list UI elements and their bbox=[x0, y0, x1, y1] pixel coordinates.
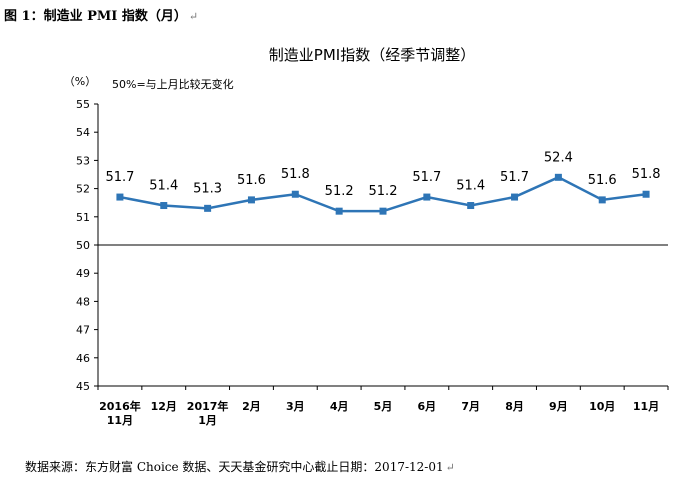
data-point bbox=[204, 204, 212, 212]
data-point bbox=[291, 190, 299, 198]
y-tick-label: 45 bbox=[76, 380, 90, 393]
data-label: 51.2 bbox=[369, 184, 398, 199]
data-point bbox=[467, 202, 475, 210]
y-tick-label: 51 bbox=[76, 211, 90, 224]
data-point bbox=[598, 196, 606, 204]
y-tick-label: 54 bbox=[76, 126, 90, 139]
data-point bbox=[379, 207, 387, 215]
x-tick-label: 2016年 11月 bbox=[99, 399, 141, 427]
x-tick-label: 2月 bbox=[242, 400, 261, 413]
data-label: 51.7 bbox=[412, 170, 441, 185]
y-tick-label: 50 bbox=[76, 239, 90, 252]
x-tick-label: 3月 bbox=[286, 400, 305, 413]
data-label: 51.7 bbox=[500, 170, 529, 185]
x-tick-label: 7月 bbox=[461, 400, 480, 413]
x-tick-label: 10月 bbox=[589, 400, 615, 413]
x-tick-label: 9月 bbox=[549, 400, 568, 413]
data-point bbox=[247, 196, 255, 204]
data-point bbox=[642, 190, 650, 198]
y-tick-label: 53 bbox=[76, 154, 90, 167]
x-tick-label: 2017年 1月 bbox=[187, 399, 229, 427]
data-label: 51.6 bbox=[588, 173, 617, 188]
y-axis-label: （%） bbox=[64, 75, 96, 88]
data-label: 52.4 bbox=[544, 150, 573, 165]
figure-caption: 图 1：制造业 PMI 指数（月） ↵ bbox=[4, 9, 199, 24]
data-label: 51.7 bbox=[105, 170, 134, 185]
y-tick-label: 52 bbox=[76, 183, 90, 196]
chart-annotation: 50%=与上月比较无变化 bbox=[112, 77, 234, 91]
y-tick-label: 55 bbox=[76, 98, 90, 111]
x-tick-label: 5月 bbox=[374, 400, 393, 413]
data-point bbox=[160, 202, 168, 210]
x-tick-label: 11月 bbox=[633, 400, 659, 413]
paragraph-mark: ↵ bbox=[188, 10, 199, 23]
y-tick-label: 49 bbox=[76, 267, 90, 280]
chart-title: 制造业PMI指数（经季节调整） bbox=[269, 46, 475, 64]
data-label: 51.3 bbox=[193, 181, 222, 196]
y-tick-label: 46 bbox=[76, 352, 90, 365]
data-point bbox=[116, 193, 124, 201]
data-label: 51.4 bbox=[149, 179, 178, 194]
data-point bbox=[423, 193, 431, 201]
x-tick-label: 8月 bbox=[505, 400, 524, 413]
data-point bbox=[511, 193, 519, 201]
x-tick-label: 12月 bbox=[151, 400, 177, 413]
data-label: 51.8 bbox=[281, 167, 310, 182]
data-point bbox=[554, 173, 562, 181]
data-label: 51.4 bbox=[456, 179, 485, 194]
paragraph-mark: ↵ bbox=[445, 461, 455, 474]
data-label: 51.6 bbox=[237, 173, 266, 188]
x-tick-label: 6月 bbox=[418, 400, 437, 413]
y-tick-label: 48 bbox=[76, 295, 90, 308]
x-tick-label: 4月 bbox=[330, 400, 349, 413]
source-note: 数据来源：东方财富 Choice 数据、天天基金研究中心截止日期：2017-12… bbox=[25, 460, 455, 474]
data-label: 51.2 bbox=[325, 184, 354, 199]
data-point bbox=[335, 207, 343, 215]
y-tick-label: 47 bbox=[76, 324, 90, 337]
data-label: 51.8 bbox=[632, 167, 661, 182]
